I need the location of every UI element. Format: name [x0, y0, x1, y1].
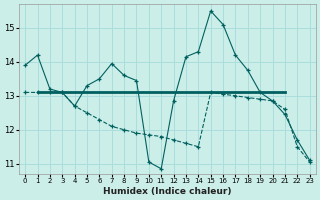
X-axis label: Humidex (Indice chaleur): Humidex (Indice chaleur): [103, 187, 232, 196]
